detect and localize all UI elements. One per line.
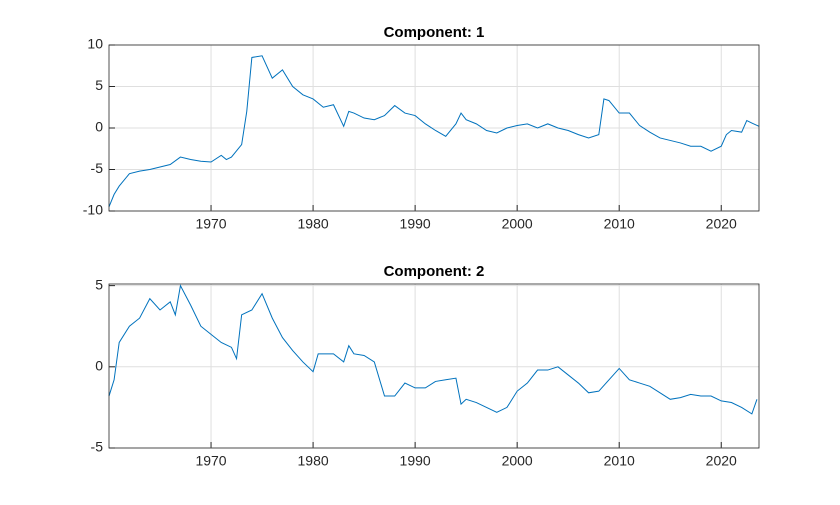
axes-background	[109, 284, 759, 448]
x-tick-label: 2020	[706, 453, 737, 469]
y-tick-label: 5	[95, 77, 103, 93]
x-tick-label: 1980	[298, 453, 329, 469]
y-tick-label: 5	[95, 276, 103, 292]
y-tick-label: 10	[87, 36, 103, 52]
y-tick-label: -5	[91, 160, 104, 176]
x-tick-label: 1990	[400, 453, 431, 469]
y-tick-label: -10	[83, 202, 103, 218]
x-tick-label: 1970	[195, 453, 226, 469]
data-line	[108, 55, 760, 208]
data-line	[108, 284, 758, 415]
chart-title: Component: 2	[384, 263, 485, 280]
x-tick-label: 2010	[604, 216, 635, 232]
y-tick-label: 0	[95, 119, 103, 135]
x-tick-label: 2000	[502, 216, 533, 232]
x-tick-label: 1990	[400, 216, 431, 232]
axes-box	[108, 44, 760, 212]
x-tick-label: 1970	[195, 216, 226, 232]
x-tick-label: 2000	[502, 453, 533, 469]
x-tick-label: 2020	[706, 216, 737, 232]
y-tick-label: 0	[95, 358, 103, 374]
y-tick-label: -5	[91, 439, 104, 455]
axes-box	[108, 283, 760, 449]
chart-title: Component: 1	[384, 24, 485, 41]
x-tick-label: 2010	[604, 453, 635, 469]
x-tick-label: 1980	[298, 216, 329, 232]
